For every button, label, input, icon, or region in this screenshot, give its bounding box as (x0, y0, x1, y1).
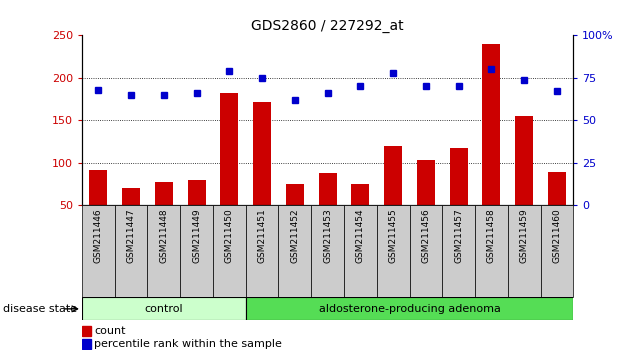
Text: GSM211449: GSM211449 (192, 208, 201, 263)
Bar (352, 184, 369, 205)
FancyBboxPatch shape (311, 205, 344, 297)
Bar (548, 172, 566, 205)
Text: count: count (94, 326, 126, 336)
FancyBboxPatch shape (541, 205, 573, 297)
FancyBboxPatch shape (213, 205, 246, 297)
Bar (89, 170, 107, 205)
Title: GDS2860 / 227292_at: GDS2860 / 227292_at (251, 19, 404, 33)
Text: GSM211460: GSM211460 (553, 208, 561, 263)
FancyBboxPatch shape (115, 205, 147, 297)
Text: GSM211459: GSM211459 (520, 208, 529, 263)
Text: GSM211451: GSM211451 (258, 208, 266, 263)
Bar (450, 148, 467, 205)
Text: GSM211447: GSM211447 (127, 208, 135, 263)
Bar (286, 184, 304, 205)
Bar (253, 102, 271, 205)
FancyBboxPatch shape (344, 205, 377, 297)
FancyBboxPatch shape (246, 205, 278, 297)
Text: GSM211455: GSM211455 (389, 208, 398, 263)
FancyBboxPatch shape (410, 205, 442, 297)
Bar (319, 173, 336, 205)
Bar (417, 160, 435, 205)
FancyBboxPatch shape (82, 297, 246, 320)
FancyBboxPatch shape (278, 205, 311, 297)
FancyBboxPatch shape (246, 297, 573, 320)
Text: percentile rank within the sample: percentile rank within the sample (94, 339, 282, 349)
Bar (483, 44, 500, 205)
Text: GSM211448: GSM211448 (159, 208, 168, 263)
Bar (82, 339, 91, 349)
Text: disease state: disease state (3, 304, 77, 314)
Text: aldosterone-producing adenoma: aldosterone-producing adenoma (319, 304, 500, 314)
Bar (82, 326, 91, 336)
Text: GSM211452: GSM211452 (290, 208, 299, 263)
Text: GSM211454: GSM211454 (356, 208, 365, 263)
FancyBboxPatch shape (475, 205, 508, 297)
FancyBboxPatch shape (180, 205, 213, 297)
Text: control: control (144, 304, 183, 314)
Bar (384, 146, 402, 205)
FancyBboxPatch shape (82, 205, 115, 297)
Text: GSM211453: GSM211453 (323, 208, 332, 263)
Bar (155, 182, 173, 205)
Bar (515, 116, 533, 205)
Text: GSM211446: GSM211446 (94, 208, 103, 263)
FancyBboxPatch shape (147, 205, 180, 297)
Text: GSM211457: GSM211457 (454, 208, 463, 263)
Text: GSM211458: GSM211458 (487, 208, 496, 263)
FancyBboxPatch shape (377, 205, 410, 297)
Bar (188, 180, 205, 205)
FancyBboxPatch shape (508, 205, 541, 297)
FancyBboxPatch shape (442, 205, 475, 297)
Bar (220, 93, 238, 205)
Bar (122, 188, 140, 205)
Text: GSM211450: GSM211450 (225, 208, 234, 263)
Text: GSM211456: GSM211456 (421, 208, 430, 263)
